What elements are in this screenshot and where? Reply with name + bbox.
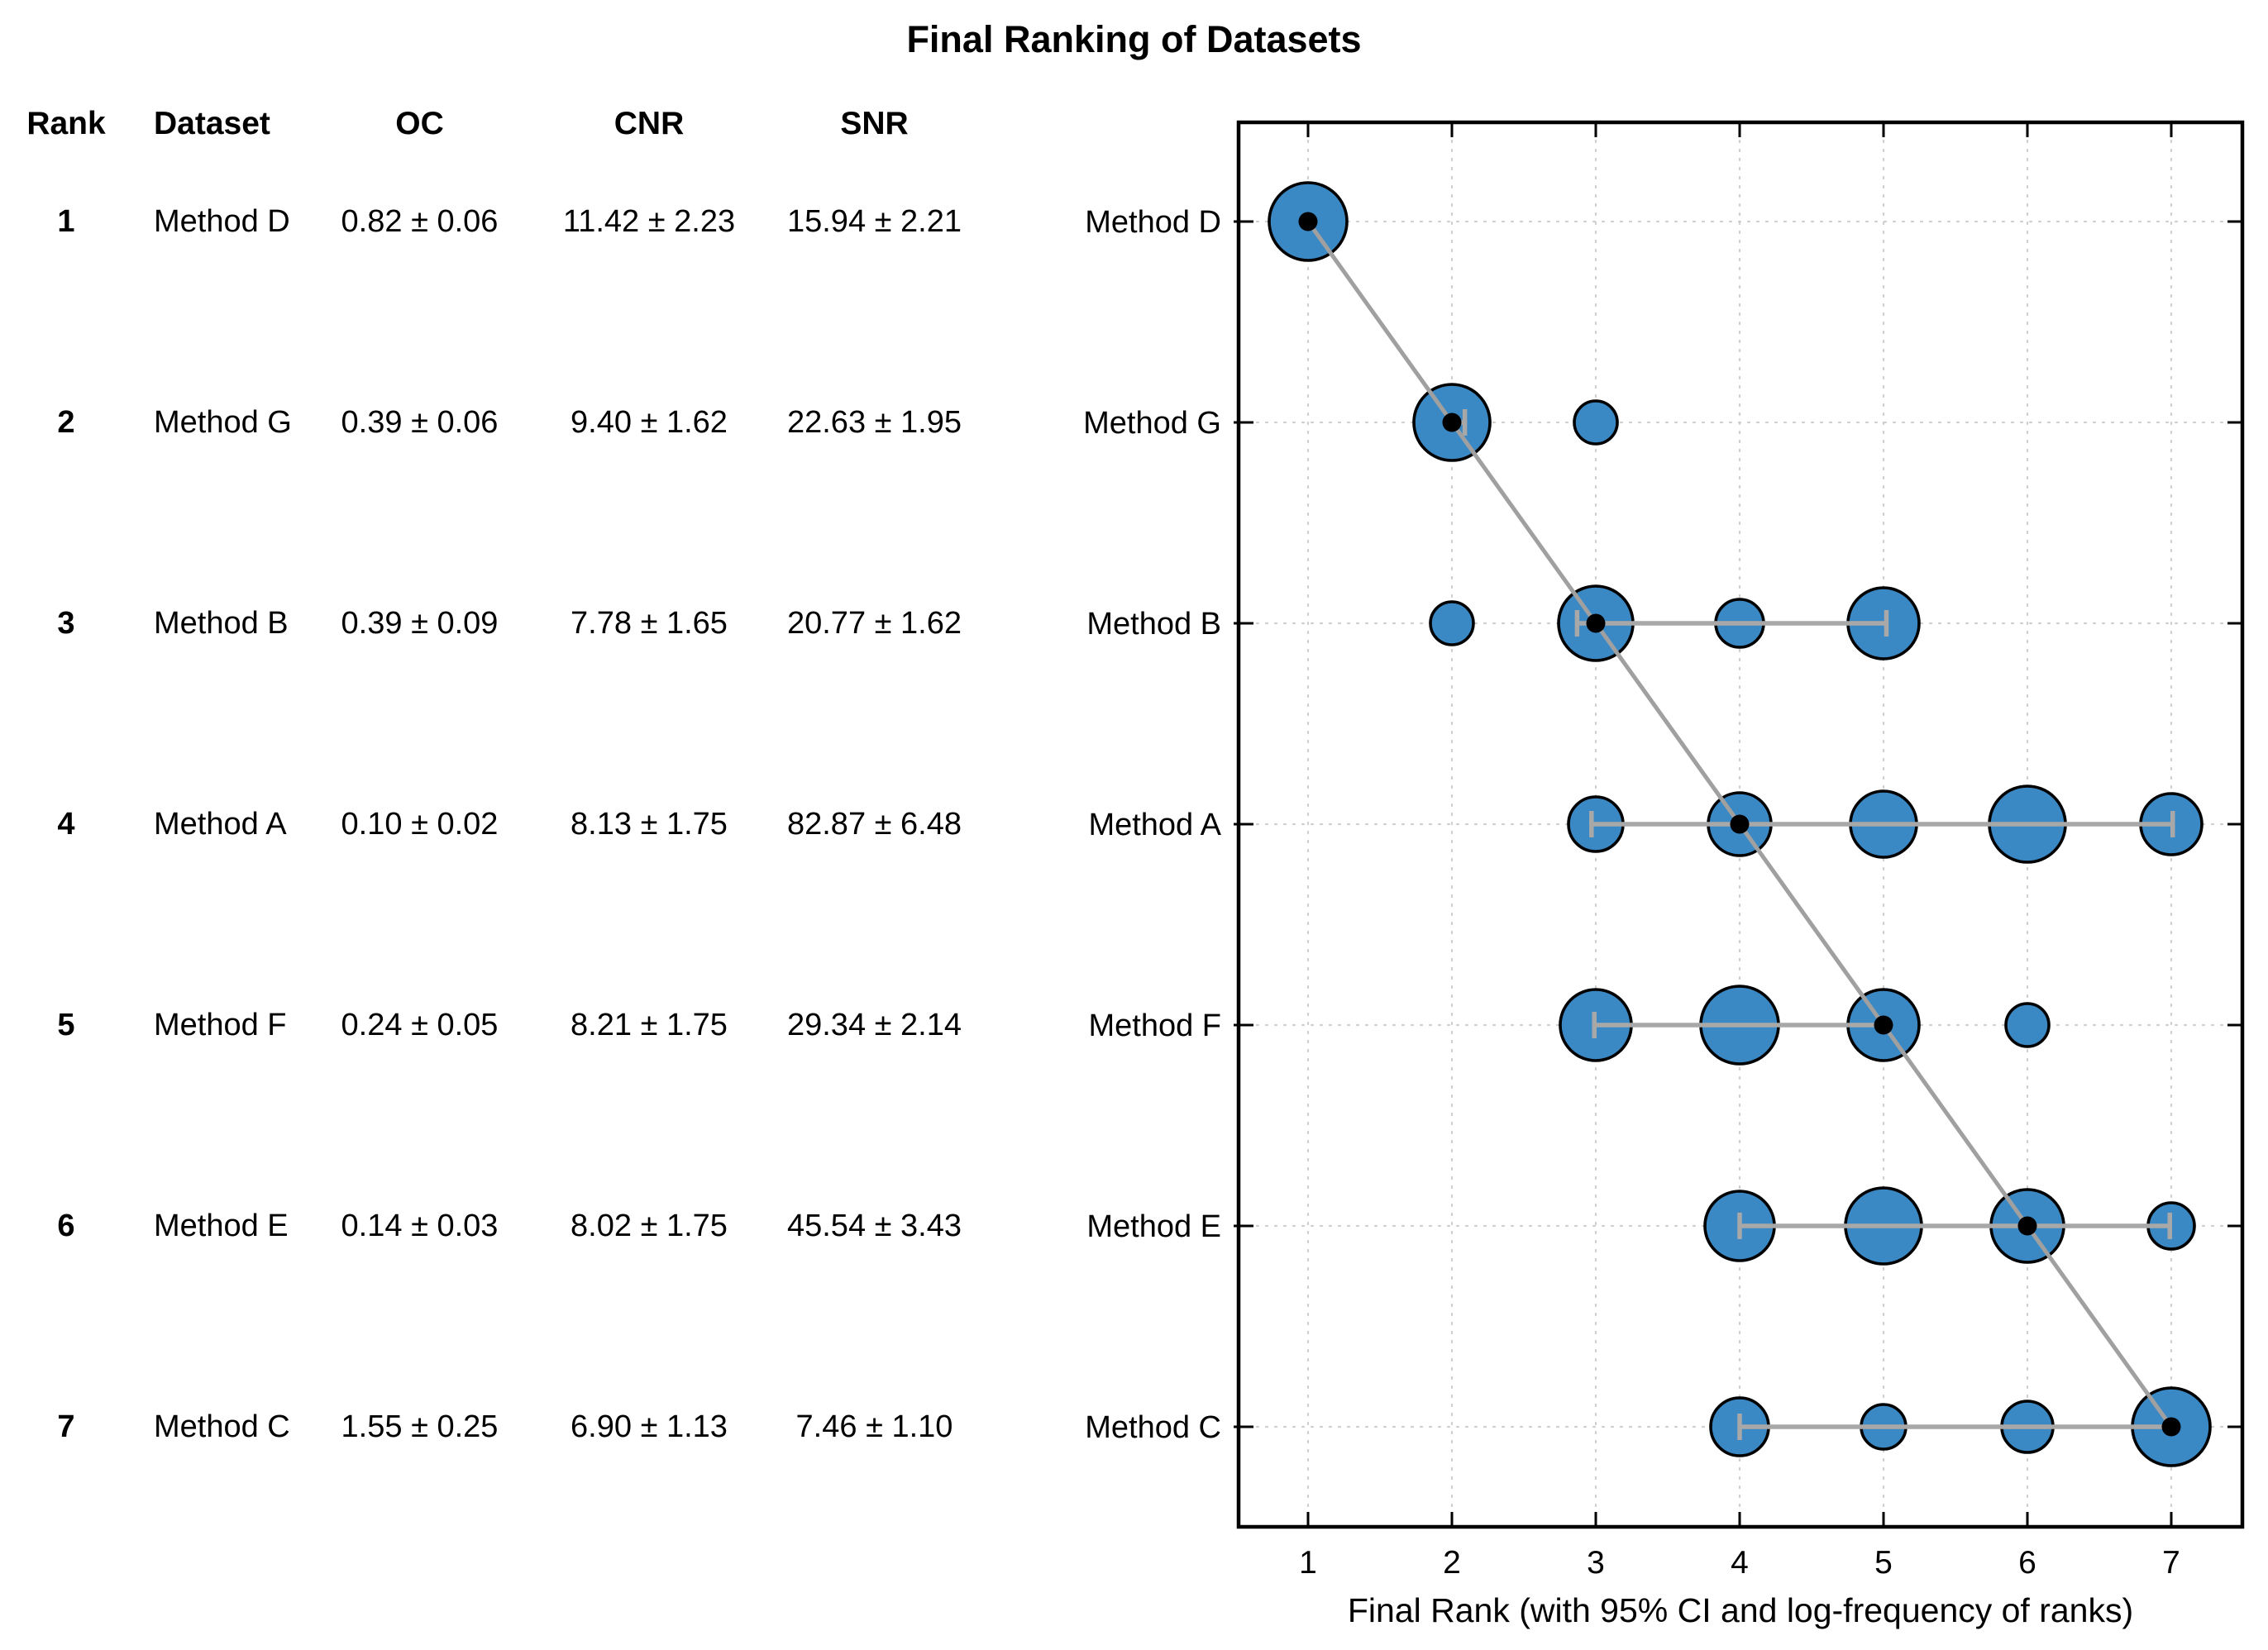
table-cell-dataset: Method C (154, 1409, 290, 1444)
table-cell-snr: 15.94 ± 2.21 (786, 204, 962, 239)
table-header-oc: OC (395, 106, 444, 141)
final-rank-dot (1730, 814, 1750, 834)
frequency-bubble (1429, 600, 1475, 646)
table-cell-snr: 7.46 ± 1.10 (795, 1409, 953, 1444)
y-category-label: Method B (1086, 607, 1221, 641)
table-cell-oc: 0.14 ± 0.03 (341, 1209, 499, 1243)
figure-title: Final Ranking of Datasets (906, 18, 1362, 60)
y-category-label: Method E (1086, 1209, 1221, 1244)
frequency-bubble (1573, 399, 1619, 446)
final-rank-dot (1874, 1015, 1893, 1035)
table-cell-oc: 0.24 ± 0.05 (341, 1008, 499, 1042)
table-cell-snr: 22.63 ± 1.95 (786, 405, 962, 440)
y-category-label: Method G (1083, 406, 1221, 441)
frequency-bubble (2004, 1002, 2051, 1048)
table-cell-rank: 3 (57, 606, 75, 641)
table-cell-dataset: Method G (154, 405, 292, 440)
table-cell-dataset: Method F (154, 1008, 287, 1042)
y-category-label: Method D (1085, 205, 1221, 240)
table-cell-cnr: 6.90 ± 1.13 (571, 1409, 728, 1444)
table-cell-snr: 45.54 ± 3.43 (786, 1209, 962, 1243)
x-tick-label: 4 (1731, 1545, 1749, 1581)
table-cell-cnr: 9.40 ± 1.62 (571, 405, 728, 440)
x-tick-label: 2 (1443, 1545, 1461, 1581)
y-category-label: Method A (1088, 808, 1221, 842)
table-cell-rank: 7 (57, 1409, 75, 1444)
x-tick-label: 3 (1587, 1545, 1605, 1581)
final-rank-dot (2161, 1417, 2181, 1437)
x-tick-label: 6 (2018, 1545, 2036, 1581)
table-cell-oc: 1.55 ± 0.25 (341, 1409, 499, 1444)
table-cell-snr: 82.87 ± 6.48 (786, 807, 962, 842)
table-cell-cnr: 8.13 ± 1.75 (571, 807, 728, 842)
table-cell-cnr: 8.21 ± 1.75 (571, 1008, 728, 1042)
x-tick-label: 5 (1874, 1545, 1893, 1581)
x-tick-label: 7 (2162, 1545, 2180, 1581)
x-axis-label: Final Rank (with 95% CI and log-frequenc… (1348, 1591, 2133, 1629)
table-header-dataset: Dataset (154, 106, 270, 141)
table-cell-rank: 4 (57, 807, 75, 842)
table-header-cnr: CNR (614, 106, 685, 141)
table-cell-cnr: 7.78 ± 1.65 (571, 606, 728, 641)
table-cell-oc: 0.39 ± 0.06 (341, 405, 499, 440)
table-cell-dataset: Method A (154, 807, 287, 842)
final-rank-dot (1298, 212, 1318, 231)
table-cell-rank: 1 (57, 204, 75, 239)
table-cell-rank: 5 (57, 1008, 75, 1042)
table-header-rank: Rank (26, 106, 106, 141)
table-cell-rank: 2 (57, 405, 75, 440)
table-cell-snr: 29.34 ± 2.14 (786, 1008, 962, 1042)
table-cell-cnr: 8.02 ± 1.75 (571, 1209, 728, 1243)
table-header-snr: SNR (840, 106, 909, 141)
final-rank-dot (2017, 1216, 2037, 1236)
y-category-label: Method C (1085, 1410, 1221, 1445)
table-cell-dataset: Method D (154, 204, 290, 239)
table-cell-dataset: Method B (154, 606, 289, 641)
table-cell-oc: 0.39 ± 0.09 (341, 606, 499, 641)
table-cell-oc: 0.82 ± 0.06 (341, 204, 499, 239)
y-category-label: Method F (1088, 1009, 1221, 1043)
final-rank-dot (1442, 412, 1462, 432)
table-cell-cnr: 11.42 ± 2.23 (562, 204, 736, 239)
table-cell-oc: 0.10 ± 0.02 (341, 807, 499, 842)
final-rank-dot (1586, 613, 1606, 633)
table-cell-rank: 6 (57, 1209, 75, 1243)
table-cell-dataset: Method E (154, 1209, 289, 1243)
table-cell-snr: 20.77 ± 1.62 (786, 606, 962, 641)
x-tick-label: 1 (1299, 1545, 1317, 1581)
